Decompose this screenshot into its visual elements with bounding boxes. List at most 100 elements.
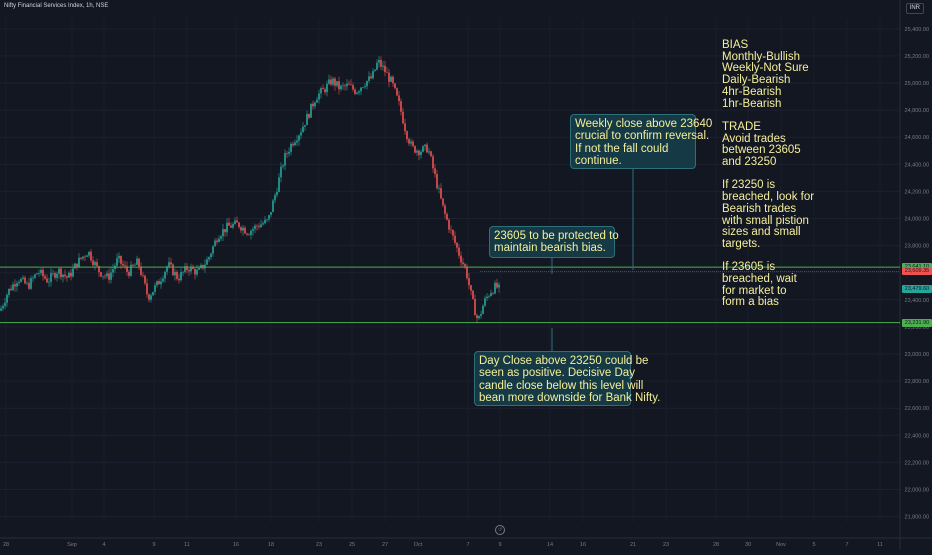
candle-body <box>236 220 238 223</box>
candle-body <box>94 262 96 266</box>
x-tick-label: 28 <box>713 542 719 548</box>
x-tick-label: 16 <box>233 542 239 548</box>
candle-body <box>138 258 140 267</box>
candle-body <box>382 65 384 67</box>
x-tick-label: 5 <box>812 542 815 548</box>
y-tick-label: 22,800.00 <box>905 379 929 385</box>
candle-body <box>156 281 158 286</box>
replay-icon[interactable]: ↺ <box>495 525 505 535</box>
x-tick-label: 23 <box>316 542 322 548</box>
note-weekly-line: crucial to confirm reversal. <box>575 130 710 143</box>
candle-body <box>166 266 168 272</box>
candle-body <box>140 266 142 275</box>
candle-body <box>268 215 270 220</box>
candle-body <box>390 76 392 82</box>
candle-body <box>380 59 382 67</box>
candle-body <box>158 281 160 285</box>
candle-body <box>188 269 190 272</box>
note-weekly-line: Weekly close above 23640 <box>575 118 713 130</box>
candle-body <box>36 273 38 275</box>
candle-body <box>102 275 104 277</box>
x-tick-label: 7 <box>466 542 469 548</box>
bias-line: Avoid trades <box>722 132 786 145</box>
candle-body <box>452 229 454 236</box>
candle-body <box>466 266 468 279</box>
candle-body <box>354 89 356 94</box>
candle-body <box>414 145 416 153</box>
x-tick-label: 14 <box>547 542 553 548</box>
candle-body <box>70 272 72 277</box>
candle-body <box>324 89 326 93</box>
candle-body <box>460 255 462 263</box>
bias-line: TRADE <box>722 120 761 133</box>
candle-body <box>162 278 164 282</box>
candle-body <box>8 288 10 295</box>
candle-body <box>442 198 444 206</box>
candle-body <box>484 298 486 306</box>
candle-body <box>308 114 310 118</box>
candle-body <box>238 222 240 228</box>
candle-body <box>258 226 260 228</box>
candle-body <box>368 76 370 81</box>
candle-body <box>200 264 202 268</box>
candle-body <box>438 188 440 189</box>
candle-body <box>448 219 450 230</box>
candle-body <box>348 83 350 85</box>
candle-body <box>96 262 98 267</box>
bias-line: and 23250 <box>722 156 777 169</box>
bias-line: breached, wait <box>722 273 797 286</box>
note-day-line: seen as positive. Decisive Day <box>479 367 635 380</box>
y-tick-label: 22,000.00 <box>905 487 929 493</box>
note-day-line: bean more downside for Bank Nifty. <box>479 392 661 405</box>
bias-line: Monthly-Bullish <box>722 50 800 63</box>
x-tick-label: 25 <box>349 542 355 548</box>
bias-line: for market to <box>722 284 787 297</box>
candle-body <box>478 315 480 319</box>
candle-body <box>144 275 146 284</box>
bias-line: form a bias <box>722 296 779 309</box>
candle-body <box>298 135 300 141</box>
candle-body <box>48 281 50 283</box>
candle-body <box>0 308 2 311</box>
candle-body <box>198 267 200 270</box>
candle-body <box>310 103 312 118</box>
candle-body <box>230 225 232 228</box>
candle-body <box>480 313 482 316</box>
candle-body <box>6 294 8 303</box>
candle-body <box>62 274 64 278</box>
candle-body <box>384 65 386 73</box>
x-tick-label: 28 <box>3 542 9 548</box>
candle-body <box>32 277 34 279</box>
candle-body <box>486 296 488 299</box>
candle-body <box>146 283 148 295</box>
candle-body <box>132 264 134 266</box>
candle-body <box>60 268 62 278</box>
candle-body <box>322 88 324 90</box>
candle-body <box>72 268 74 277</box>
candle-body <box>118 255 120 259</box>
candle-body <box>44 276 46 279</box>
bias-line: BIAS <box>722 39 749 51</box>
candle-body <box>320 88 322 94</box>
candle-body <box>490 293 492 297</box>
candle-body <box>194 268 196 275</box>
candle-body <box>262 223 264 225</box>
candle-body <box>180 272 182 281</box>
candle-body <box>402 111 404 124</box>
bias-line: Weekly-Not Sure <box>722 62 809 75</box>
candle-body <box>342 85 344 87</box>
candle-body <box>154 285 156 292</box>
candle-body <box>318 93 320 100</box>
candle-body <box>80 257 82 259</box>
candle-body <box>120 255 122 264</box>
candle-body <box>276 191 278 196</box>
candle-body <box>216 240 218 242</box>
x-tick-label: 11 <box>184 542 190 548</box>
candle-body <box>106 273 108 277</box>
x-tick-label: 16 <box>580 542 586 548</box>
candle-body <box>242 227 244 231</box>
currency-badge[interactable]: INR <box>905 3 924 14</box>
candle-body <box>294 142 296 146</box>
x-tick-label: 7 <box>845 542 848 548</box>
